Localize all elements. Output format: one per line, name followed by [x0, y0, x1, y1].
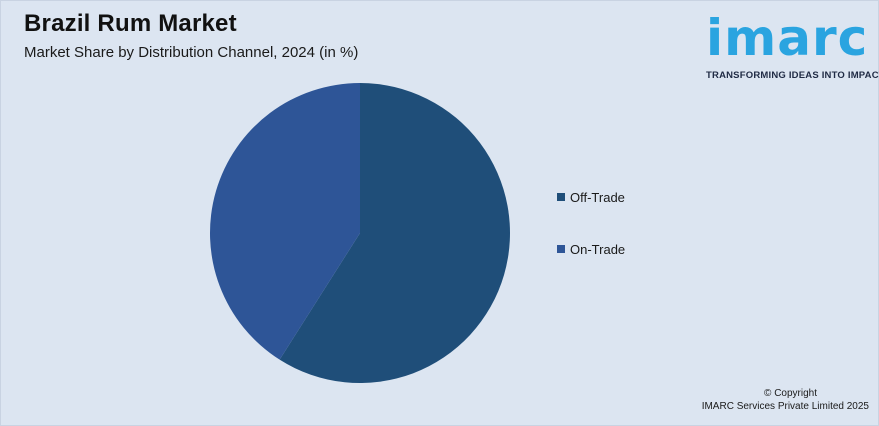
chart-subtitle: Market Share by Distribution Channel, 20… [24, 44, 359, 61]
legend-item-on-trade: On-Trade [557, 242, 625, 257]
copyright-line-2: IMARC Services Private Limited 2025 [701, 401, 869, 412]
pie-slice-on-trade [209, 83, 360, 360]
copyright-line-1: © Copyright [764, 388, 817, 399]
chart-title: Brazil Rum Market [24, 10, 237, 37]
legend-label-off-trade: Off-Trade [570, 190, 625, 205]
legend-label-on-trade: On-Trade [570, 242, 626, 257]
imarc-logo: imarc TRANSFORMING IDEAS INTO IMPACT [700, 8, 879, 86]
logo-wordmark: imarc [706, 9, 869, 67]
copyright-notice: © Copyright IMARC Services Private Limit… [702, 387, 869, 413]
pie-chart [209, 83, 510, 383]
legend-item-off-trade: Off-Trade [557, 190, 625, 205]
legend-swatch-on-trade [557, 245, 565, 253]
legend-swatch-off-trade [557, 193, 565, 201]
pie-slice-off-trade [279, 83, 510, 383]
logo-tagline: TRANSFORMING IDEAS INTO IMPACT [706, 70, 879, 81]
